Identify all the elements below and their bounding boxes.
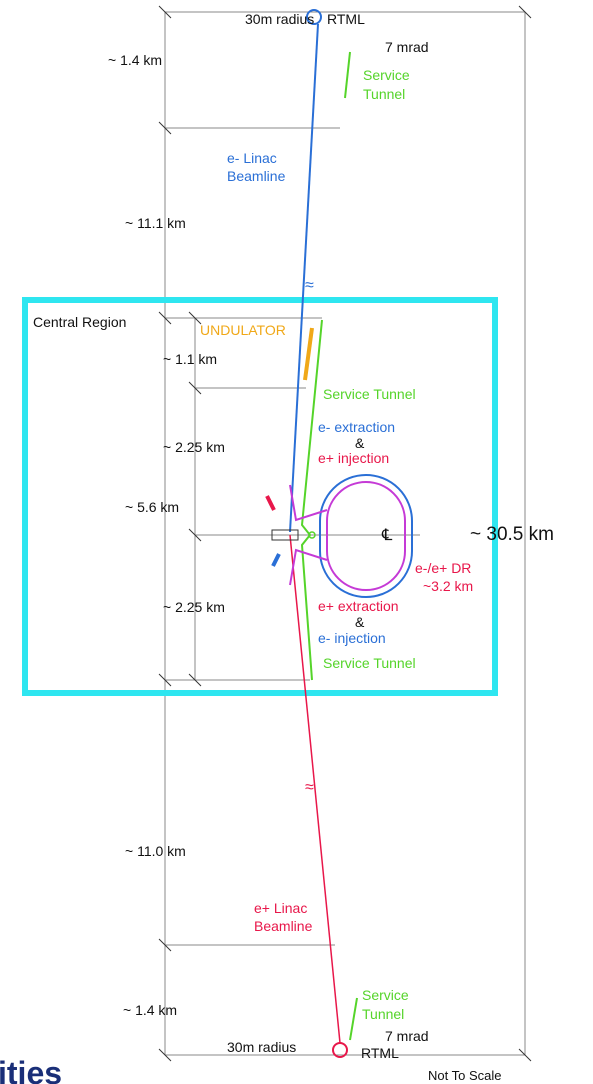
label: e+ extraction xyxy=(318,598,399,614)
label: ~3.2 km xyxy=(423,578,473,594)
label: 30m radius xyxy=(227,1039,296,1055)
label: ~ 2.25 km xyxy=(163,439,225,455)
label: ℄ xyxy=(381,527,393,544)
overall-length: ~ 30.5 km xyxy=(470,524,554,545)
label: ~ 5.6 km xyxy=(125,499,179,515)
beamlines xyxy=(265,9,413,1058)
label: 30m radius xyxy=(245,11,314,27)
label: RTML xyxy=(361,1045,399,1061)
label: 7 mrad xyxy=(385,39,429,55)
label: RTML xyxy=(327,11,365,27)
svg-text:≈: ≈ xyxy=(305,277,314,294)
label: & xyxy=(355,435,365,451)
label: Tunnel xyxy=(362,1006,404,1022)
svg-text:≈: ≈ xyxy=(305,779,314,796)
label: 7 mrad xyxy=(385,1028,429,1044)
central-region-box xyxy=(22,297,498,696)
label: Service Tunnel xyxy=(323,655,416,671)
label: Service Tunnel xyxy=(323,386,416,402)
label: Tunnel xyxy=(363,86,405,102)
label: ~ 1.4 km xyxy=(123,1002,177,1018)
label: Central Region xyxy=(33,314,126,330)
label: e- Linac xyxy=(227,150,277,166)
label: Beamline xyxy=(254,918,313,934)
label: UNDULATOR xyxy=(200,322,286,338)
label: & xyxy=(355,614,365,630)
label: Service xyxy=(363,67,410,83)
label: Service xyxy=(362,987,409,1003)
label: ~ 1.4 km xyxy=(108,52,162,68)
label: ~ 11.1 km xyxy=(125,215,186,231)
logo-text: ities xyxy=(0,1055,62,1084)
label: e+ Linac xyxy=(254,900,307,916)
label: ~ 1.1 km xyxy=(163,351,217,367)
break-marks: ≈ ≈ xyxy=(305,277,314,796)
label: ~ 2.25 km xyxy=(163,599,225,615)
label: Beamline xyxy=(227,168,286,184)
label: ~ 11.0 km xyxy=(125,843,186,859)
label: e-/e+ DR xyxy=(415,560,471,576)
note: Not To Scale xyxy=(428,1068,501,1083)
label: e- extraction xyxy=(318,419,395,435)
label: e+ injection xyxy=(318,450,389,466)
label: e- injection xyxy=(318,630,386,646)
dimension-lines xyxy=(158,5,532,1062)
